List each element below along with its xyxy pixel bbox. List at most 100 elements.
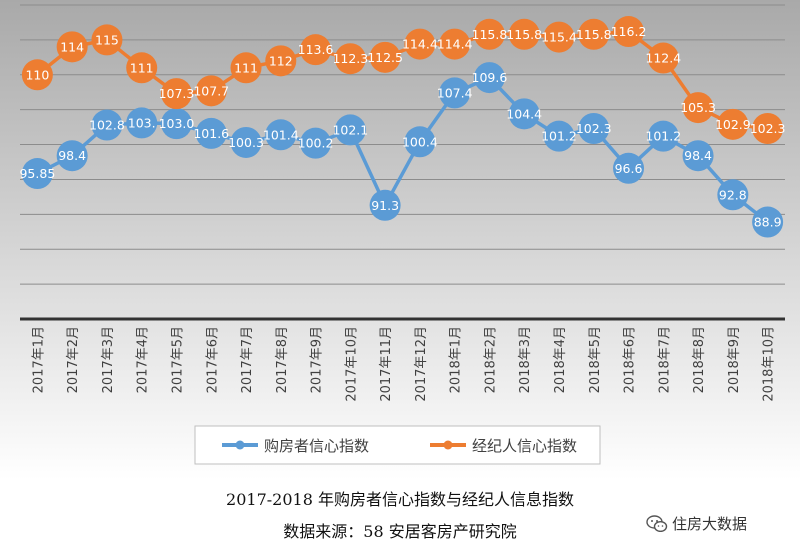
data-point bbox=[404, 126, 436, 158]
data-point bbox=[578, 18, 610, 50]
data-point bbox=[126, 107, 158, 139]
data-label: 92.8 bbox=[719, 187, 747, 202]
data-point bbox=[473, 18, 505, 50]
data-label: 101.2 bbox=[645, 129, 681, 144]
data-point bbox=[439, 28, 471, 60]
legend[interactable]: 购房者信心指数 经纪人信心指数 bbox=[194, 425, 601, 465]
data-label: 114.4 bbox=[402, 37, 438, 52]
x-tick-label: 2018年6月 bbox=[623, 326, 638, 393]
data-point bbox=[91, 24, 123, 56]
x-tick-label: 2017年9月 bbox=[310, 326, 325, 393]
data-point bbox=[334, 43, 366, 75]
data-label: 103. bbox=[128, 115, 156, 130]
data-label: 105.3 bbox=[680, 100, 716, 115]
x-tick-label: 2018年3月 bbox=[518, 326, 533, 393]
x-tick-label: 2017年2月 bbox=[66, 326, 81, 393]
data-label: 107.3 bbox=[159, 86, 195, 101]
data-label: 103.0 bbox=[159, 116, 195, 131]
data-point bbox=[21, 158, 53, 190]
x-tick-label: 2017年8月 bbox=[275, 326, 290, 393]
data-point bbox=[647, 120, 679, 152]
x-tick-label: 2017年3月 bbox=[101, 326, 116, 393]
x-tick-label: 2018年7月 bbox=[657, 326, 672, 393]
series-line bbox=[36, 29, 768, 131]
data-label: 102.1 bbox=[332, 122, 368, 137]
x-tick-label: 2018年8月 bbox=[692, 326, 707, 393]
data-point bbox=[56, 31, 88, 63]
data-point bbox=[160, 108, 192, 140]
x-tick-label: 2018年5月 bbox=[588, 326, 603, 393]
data-point bbox=[230, 126, 262, 158]
data-point bbox=[752, 206, 784, 238]
data-label: 110 bbox=[25, 67, 49, 82]
x-tick-label: 2018年4月 bbox=[553, 326, 568, 393]
data-label: 114.4 bbox=[437, 37, 473, 52]
data-point bbox=[56, 140, 88, 172]
legend-marker-buyer bbox=[235, 440, 245, 450]
data-point bbox=[682, 92, 714, 124]
legend-item-agent[interactable]: 经纪人信心指数 bbox=[430, 437, 577, 455]
data-label: 104.4 bbox=[506, 106, 542, 121]
data-label: 115.8 bbox=[472, 27, 508, 42]
data-point bbox=[543, 21, 575, 53]
data-label: 111 bbox=[130, 60, 154, 75]
legend-label-agent: 经纪人信心指数 bbox=[472, 437, 577, 455]
data-label: 115.8 bbox=[576, 27, 612, 42]
data-point bbox=[91, 109, 123, 141]
x-tick-label: 2017年12月 bbox=[414, 326, 429, 402]
data-point bbox=[752, 113, 784, 145]
data-label: 101.6 bbox=[193, 126, 229, 141]
data-point bbox=[717, 179, 749, 211]
series-line bbox=[36, 75, 769, 224]
data-label: 112.4 bbox=[645, 51, 681, 66]
wechat-icon bbox=[646, 515, 668, 533]
data-label: 96.6 bbox=[615, 161, 643, 176]
data-point bbox=[613, 152, 645, 184]
data-point bbox=[613, 16, 645, 48]
data-point bbox=[300, 127, 332, 159]
data-label: 112 bbox=[269, 53, 293, 68]
data-label: 101.4 bbox=[263, 127, 299, 142]
data-point bbox=[439, 77, 471, 109]
data-point bbox=[195, 117, 227, 149]
x-tick-label: 2018年2月 bbox=[483, 326, 498, 393]
data-label: 98.4 bbox=[58, 148, 86, 163]
data-label: 91.3 bbox=[371, 198, 399, 213]
data-label: 115.8 bbox=[506, 27, 542, 42]
figure-caption-source: 数据来源：58 安居客房产研究院 bbox=[283, 522, 517, 541]
data-point bbox=[543, 120, 575, 152]
data-label: 112.5 bbox=[367, 50, 403, 65]
data-label: 116.2 bbox=[611, 24, 647, 39]
data-point bbox=[404, 28, 436, 60]
data-label: 107.4 bbox=[437, 85, 473, 100]
data-point bbox=[160, 78, 192, 110]
data-label: 101.2 bbox=[541, 129, 577, 144]
data-label: 115.4 bbox=[541, 30, 577, 45]
data-label: 115 bbox=[95, 32, 119, 47]
data-point bbox=[369, 41, 401, 73]
x-tick-label: 2017年5月 bbox=[170, 326, 185, 393]
data-label: 111 bbox=[234, 60, 258, 75]
data-label: 107.7 bbox=[193, 83, 229, 98]
data-point bbox=[126, 52, 158, 84]
data-label: 100.2 bbox=[298, 136, 334, 151]
data-label: 95.85 bbox=[19, 166, 55, 181]
data-label: 88.9 bbox=[754, 215, 782, 230]
figure-caption-title: 2017-2018 年购房者信心指数与经纪人信息指数 bbox=[226, 490, 574, 509]
data-label: 114 bbox=[60, 39, 84, 54]
data-point bbox=[508, 98, 540, 130]
x-tick-label: 2017年1月 bbox=[31, 326, 46, 393]
data-point bbox=[369, 189, 401, 221]
data-point bbox=[265, 45, 297, 77]
data-point bbox=[195, 75, 227, 107]
x-tick-label: 2017年4月 bbox=[136, 326, 151, 393]
data-point bbox=[21, 59, 53, 91]
data-point bbox=[265, 119, 297, 151]
chart-background bbox=[0, 0, 800, 480]
x-tick-label: 2018年1月 bbox=[449, 326, 464, 393]
data-point bbox=[578, 113, 610, 145]
legend-item-buyer[interactable]: 购房者信心指数 bbox=[222, 437, 369, 455]
